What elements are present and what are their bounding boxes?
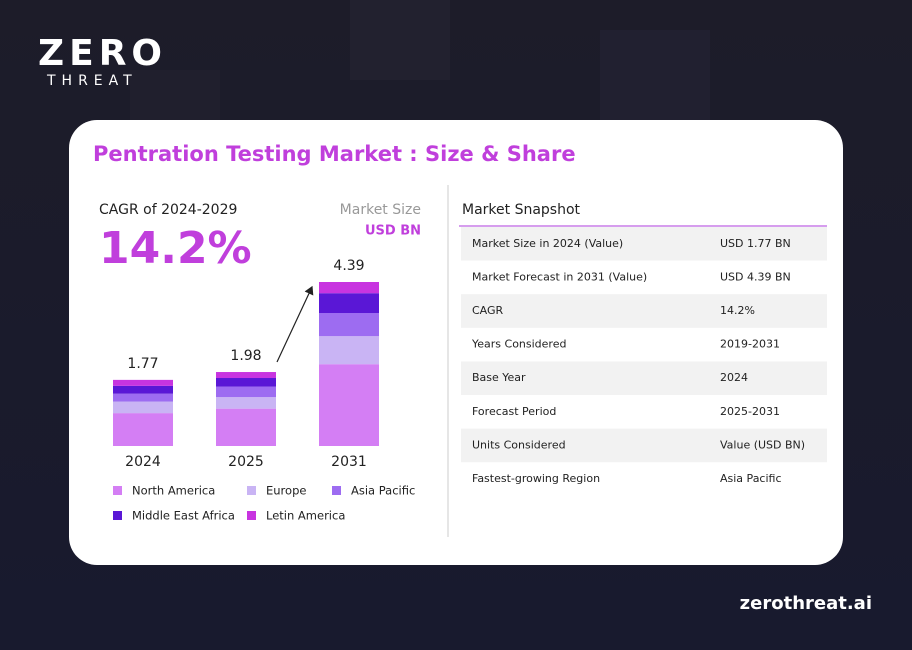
row-label: Years Considered xyxy=(471,338,566,351)
unit-title: Market Size xyxy=(340,202,421,218)
bar-segment xyxy=(216,397,276,409)
total-label: 1.77 xyxy=(127,356,158,372)
total-label: 1.98 xyxy=(230,348,261,364)
row-value: 2025-2031 xyxy=(720,405,780,418)
logo-word: ZERO xyxy=(38,33,167,74)
unit: USD BN xyxy=(365,224,421,239)
x-tick-label: 2024 xyxy=(125,454,161,470)
x-tick-label: 2025 xyxy=(228,454,264,470)
row-value: 2019-2031 xyxy=(720,338,780,351)
row-shade xyxy=(461,428,827,463)
row-label: Forecast Period xyxy=(472,405,556,418)
legend-label: North America xyxy=(132,484,215,498)
row-label: CAGR xyxy=(472,304,504,317)
legend-label: Europe xyxy=(266,484,306,498)
bar-segment xyxy=(319,364,379,446)
total-label: 4.39 xyxy=(333,258,364,274)
growth-arrow xyxy=(276,285,314,363)
bar-segment xyxy=(113,385,173,394)
cagr-label: CAGR of 2024-2029 xyxy=(99,202,237,218)
bar-segment xyxy=(216,386,276,398)
bar-segment xyxy=(113,393,173,402)
bar-segment xyxy=(319,313,379,337)
x-tick-label: 2031 xyxy=(331,454,367,470)
legend-swatch xyxy=(113,486,122,495)
bar-segment xyxy=(319,293,379,314)
bar-segment xyxy=(216,408,276,446)
bar-segment xyxy=(319,282,379,294)
cagr-value: 14.2% xyxy=(99,223,252,274)
legend-swatch xyxy=(247,486,256,495)
bar-segment xyxy=(113,379,173,386)
snapshot-title: Market Snapshot xyxy=(462,202,581,218)
bar-segment xyxy=(319,336,379,365)
logo-sub: THREAT xyxy=(46,73,138,89)
row-value: 2024 xyxy=(720,371,748,384)
bar-segment xyxy=(113,401,173,414)
legend-swatch xyxy=(332,486,341,495)
row-label: Base Year xyxy=(472,371,526,384)
row-label: Units Considered xyxy=(472,438,566,451)
row-label: Fastest-growing Region xyxy=(472,472,600,485)
row-shade xyxy=(461,361,827,395)
legend-label: Letin America xyxy=(266,509,345,523)
bar-segment xyxy=(216,372,276,379)
legend-swatch xyxy=(247,511,256,520)
legend-label: Asia Pacific xyxy=(351,484,415,498)
row-value: USD 4.39 BN xyxy=(720,270,791,283)
legend-label: Middle East Africa xyxy=(132,509,235,523)
footer: zerothreat.ai xyxy=(740,593,872,614)
row-value: Value (USD BN) xyxy=(720,438,805,451)
bg-tile xyxy=(350,0,450,80)
row-label: Market Forecast in 2031 (Value) xyxy=(472,270,647,283)
legend-swatch xyxy=(113,511,122,520)
row-shade xyxy=(461,294,827,328)
title: Pentration Testing Market : Size & Share xyxy=(93,142,576,166)
row-label: Market Size in 2024 (Value) xyxy=(472,237,623,250)
row-value: USD 1.77 BN xyxy=(720,237,791,250)
bar-segment xyxy=(216,378,276,387)
bar-segment xyxy=(113,413,173,446)
bg-tile xyxy=(600,30,710,120)
row-value: Asia Pacific xyxy=(720,472,782,485)
row-value: 14.2% xyxy=(720,304,755,317)
bg-tile xyxy=(130,70,220,120)
row-shade xyxy=(461,227,827,261)
